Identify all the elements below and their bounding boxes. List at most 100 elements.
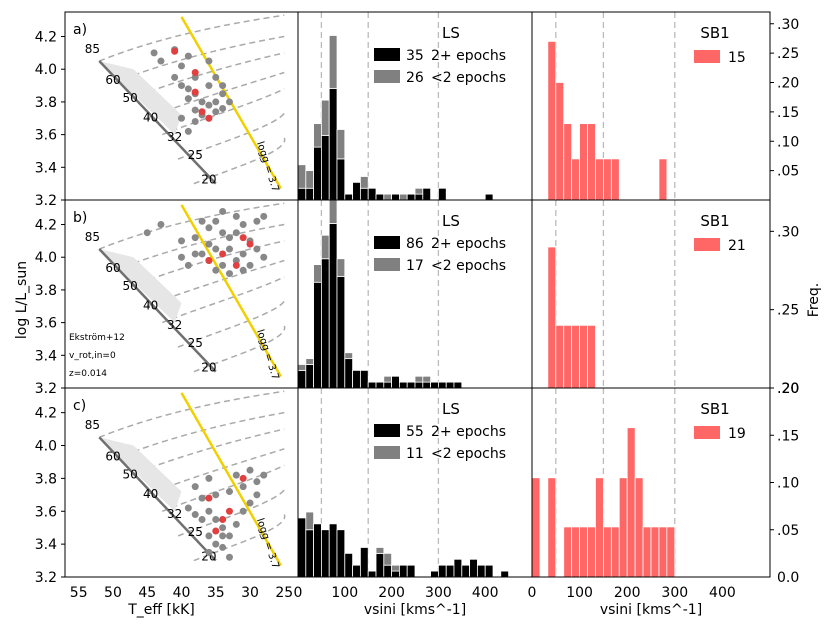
ls-bar-primary bbox=[320, 529, 330, 578]
star-point bbox=[205, 532, 213, 540]
star-point bbox=[239, 221, 247, 229]
star-point bbox=[219, 261, 227, 269]
star-point bbox=[212, 108, 220, 116]
ls-bar-secondary bbox=[297, 164, 307, 189]
star-point bbox=[260, 471, 268, 479]
x-tick-label: 55 bbox=[70, 585, 88, 601]
ls-panel-3: LS 55 2+ epochs 11 <2 epochs bbox=[297, 388, 509, 578]
freq-tick-label: .25 bbox=[777, 303, 799, 319]
star-point-red bbox=[198, 108, 206, 116]
panel-label: c) bbox=[73, 398, 86, 414]
ls-bar-primary bbox=[367, 570, 377, 578]
star-point bbox=[184, 127, 192, 135]
y-tick-label: 3.2 bbox=[35, 381, 57, 397]
star-point-red bbox=[205, 256, 213, 264]
sb1-bar bbox=[587, 123, 596, 201]
star-point bbox=[225, 553, 233, 561]
y-tick-label: 3.4 bbox=[35, 537, 57, 553]
ls-bar-secondary bbox=[313, 264, 322, 283]
legend-label: <2 epochs bbox=[431, 446, 506, 462]
legend-swatch-primary bbox=[374, 236, 400, 249]
evolution-track bbox=[177, 112, 285, 160]
legend-swatch-sb1 bbox=[694, 50, 720, 63]
ls-bar-primary bbox=[383, 564, 392, 578]
x-tick-label: 40 bbox=[173, 585, 191, 601]
star-point-red bbox=[205, 114, 213, 122]
star-point bbox=[219, 524, 227, 532]
legend-swatch-sb1 bbox=[694, 238, 720, 251]
freq-tick-label: .15 bbox=[777, 428, 799, 444]
ls-bar-primary bbox=[305, 187, 315, 201]
sb1-bar bbox=[618, 477, 628, 578]
ls-bar-secondary bbox=[422, 375, 432, 383]
sb1-bar bbox=[531, 477, 541, 578]
legend-count: 86 bbox=[406, 236, 424, 252]
mass-label: 25 bbox=[188, 525, 203, 539]
ls-bar-secondary bbox=[328, 199, 338, 224]
legend-swatch-secondary bbox=[374, 446, 400, 459]
star-point bbox=[198, 217, 206, 225]
ls-bar-primary bbox=[406, 564, 416, 578]
ls-bar-primary bbox=[352, 564, 361, 578]
ls-bar-primary bbox=[445, 381, 455, 389]
sb1-bar bbox=[610, 526, 620, 578]
freq-tick-label: 0.0 bbox=[777, 570, 799, 586]
ls-bar-secondary bbox=[414, 187, 424, 195]
ls-bar-primary bbox=[437, 381, 447, 389]
ls-bar-primary bbox=[437, 187, 447, 201]
star-point bbox=[239, 483, 247, 491]
ls-bar-primary bbox=[453, 558, 463, 578]
ls-bar-primary bbox=[367, 381, 377, 389]
star-point bbox=[205, 57, 213, 65]
star-point bbox=[157, 57, 165, 65]
legend-count: 26 bbox=[406, 70, 424, 86]
freq-tick-label: .05 bbox=[777, 164, 799, 180]
x-tick-label: 100 bbox=[331, 585, 358, 601]
ls-bar-primary bbox=[313, 523, 322, 578]
star-point bbox=[239, 266, 247, 274]
ls-bar-primary bbox=[484, 564, 494, 578]
legend-swatch-sb1 bbox=[694, 426, 720, 439]
star-point bbox=[253, 491, 261, 499]
sb1-bar bbox=[595, 158, 604, 201]
sb1-bar bbox=[547, 40, 557, 201]
sb1-xlabel: vsini [kms^-1] bbox=[600, 602, 702, 618]
star-point bbox=[239, 507, 247, 515]
ls-bar-secondary bbox=[383, 375, 392, 383]
star-point bbox=[219, 82, 227, 90]
ls-bar-primary bbox=[305, 364, 315, 389]
ls-bar-secondary bbox=[359, 176, 369, 189]
freq-tick-label: .20 bbox=[777, 381, 799, 397]
star-point bbox=[253, 478, 261, 486]
panel-label: b) bbox=[73, 210, 87, 226]
sb1-title: SB1 bbox=[700, 212, 729, 230]
zams-line bbox=[98, 60, 217, 185]
y-tick-label: 4.0 bbox=[35, 250, 57, 266]
star-point bbox=[260, 212, 268, 220]
star-point bbox=[205, 224, 213, 232]
star-point bbox=[178, 114, 185, 122]
ls-bar-secondary bbox=[305, 511, 315, 531]
ls-bar-primary bbox=[461, 564, 471, 578]
legend-swatch-primary bbox=[374, 424, 400, 437]
star-point bbox=[212, 217, 220, 225]
model-note: z=0.014 bbox=[69, 369, 107, 379]
sb1-title: SB1 bbox=[700, 24, 729, 42]
legend-label: <2 epochs bbox=[431, 70, 506, 86]
star-point bbox=[219, 90, 227, 98]
star-point bbox=[143, 229, 151, 237]
sb1-bar bbox=[610, 158, 620, 201]
freq-tick-label: .20 bbox=[777, 76, 799, 92]
mass-label: 32 bbox=[167, 507, 182, 521]
star-point bbox=[212, 73, 220, 81]
freq-tick-label: .15 bbox=[777, 105, 799, 121]
legend-count: 17 bbox=[406, 258, 424, 274]
ls-bar-primary bbox=[445, 564, 455, 578]
freq-tick-label: .30 bbox=[777, 224, 799, 240]
star-point-red bbox=[225, 507, 233, 515]
star-point bbox=[178, 253, 185, 261]
ls-bar-secondary bbox=[375, 547, 385, 554]
sb1-panel-3: SB1 19 .05 .10 .15 .20 bbox=[531, 381, 799, 578]
star-point bbox=[191, 250, 199, 258]
